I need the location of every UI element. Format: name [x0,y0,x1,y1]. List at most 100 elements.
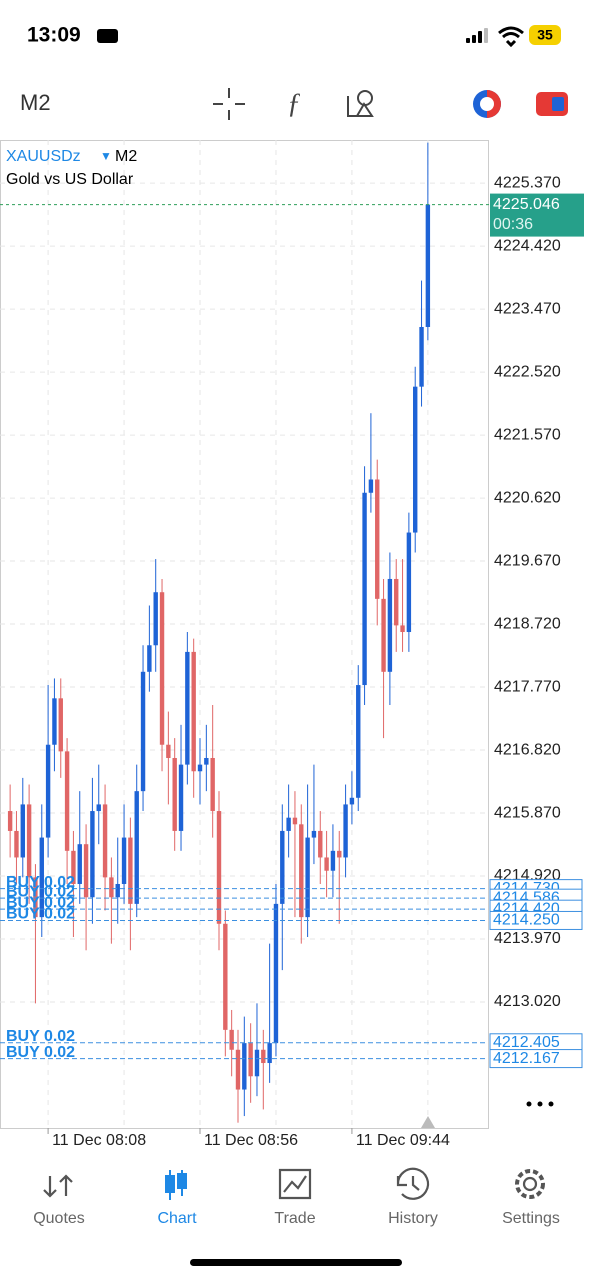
candle-body [71,850,76,884]
chart: 4225.370 4224.420 4223.470 4222.520 4221.570… [0,140,584,1149]
order-label[interactable]: BUY 0.02 [6,1044,75,1061]
candle-body [20,804,25,858]
candle-body [197,764,203,772]
objects-button[interactable] [347,90,374,117]
candle-body [248,1043,253,1077]
nav-tab[interactable]: History [388,1210,438,1227]
x-tick-label: 11 Dec 08:08 [52,1132,146,1149]
nav-icons [43,1167,545,1200]
candle-body [90,811,95,898]
x-tick-label: 11 Dec 08:56 [204,1132,298,1149]
candle-body [261,1049,266,1064]
y-tick-label: 4213.020 [494,993,561,1010]
order-label[interactable]: BUY 0.02 [6,883,75,900]
y-tick-label: 4213.970 [494,930,561,947]
signal-icon [466,28,488,43]
candle-body [286,817,291,831]
candle-body [254,1049,260,1077]
candle-body [14,830,19,858]
candle-body [324,857,329,871]
candle-body [147,645,152,672]
y-tick-label: 4216.820 [494,741,561,758]
symbol-description: Gold vs US Dollar [6,171,134,188]
candle-body [109,877,114,898]
candle-body [267,1043,272,1064]
candle-body [311,830,317,838]
timeframe-button[interactable]: M2 [20,90,51,115]
y-tick-label: 4218.720 [494,615,561,632]
nav-tab[interactable]: Trade [274,1210,315,1227]
y-tick-label: 4217.770 [494,678,561,695]
symbol[interactable]: XAUUSDz [6,148,81,165]
y-tick-label: 4225.370 [494,174,561,191]
candle-body [102,804,108,878]
candle-body [210,757,215,812]
current-price: 4225.046 [493,196,560,213]
candle-body [387,578,393,672]
candle-body [191,651,196,772]
candle-body [7,811,13,831]
candle-body [356,685,361,798]
candle-body [185,651,190,765]
nav-tab[interactable]: Settings [502,1210,560,1227]
candle-body [204,757,209,765]
candle-body [216,811,222,924]
y-tick-label: 4220.620 [494,489,561,506]
x-tick-label: 11 Dec 09:44 [356,1132,450,1149]
candle-body [273,903,279,1044]
countdown: 00:36 [493,216,533,233]
order-label[interactable]: BUY 0.02 [6,894,75,911]
candle-body [172,757,177,831]
order-price: 4212.167 [493,1050,560,1067]
candle-body [140,671,146,792]
card-icon [97,29,118,43]
chart-frame [0,140,489,1129]
candle-body [343,804,348,858]
order-label[interactable]: BUY 0.02 [6,874,75,891]
candle-body [26,804,32,878]
y-tick-label: 4222.520 [494,363,561,380]
order-label[interactable]: BUY 0.02 [6,906,75,923]
trade-panel-icon[interactable] [536,92,568,116]
candle-body [292,817,298,825]
crosshair-button[interactable] [213,88,245,120]
candle-body [235,1049,241,1090]
candle-body [45,744,51,838]
indicators-button[interactable]: ƒ [287,88,301,119]
y-tick-label: 4223.470 [494,300,561,317]
candle-body [229,1029,234,1050]
order-label[interactable]: BUY 0.02 [6,1028,75,1045]
order-price: 4212.405 [493,1034,560,1051]
candle-body [330,850,336,871]
one-click-icon[interactable] [473,90,501,118]
candle-body [39,837,44,918]
y-tick-label: 4221.570 [494,426,561,443]
candle-body [64,751,70,851]
order-price-box [489,1049,583,1069]
candle-body [128,837,133,904]
candle-body [121,837,127,884]
candle-body [166,744,171,758]
candle-body [159,592,165,745]
nav-tab[interactable]: Chart [157,1210,197,1227]
candle-body [52,698,57,745]
clock: 13:09 [27,24,81,47]
candle-body [413,386,418,533]
candle-body [394,578,399,626]
symbol-dropdown[interactable]: ▼ [100,149,112,163]
y-tick-label: 4224.420 [494,237,561,254]
candle-body [318,830,323,858]
candle-body [349,797,355,805]
battery [529,25,561,45]
order-price: 4214.250 [493,912,560,929]
nav-tab[interactable]: Quotes [33,1210,85,1227]
candle-body [83,844,89,898]
candle-body [33,877,38,918]
candle-body [337,850,342,858]
more-button[interactable] [526,1101,554,1107]
candle-body [96,804,101,812]
candle-body [305,837,310,918]
chart-nav-icon [165,1170,187,1200]
candle-body [58,698,63,752]
